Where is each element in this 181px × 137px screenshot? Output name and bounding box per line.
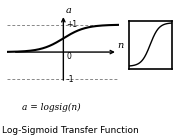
Text: n: n bbox=[118, 41, 124, 50]
Text: a: a bbox=[66, 6, 71, 15]
Text: +1: +1 bbox=[66, 20, 77, 29]
Text: a = logsig(n): a = logsig(n) bbox=[22, 102, 80, 112]
Text: Log-Sigmoid Transfer Function: Log-Sigmoid Transfer Function bbox=[2, 126, 139, 135]
Text: 0: 0 bbox=[66, 52, 71, 61]
Text: -1: -1 bbox=[66, 75, 74, 84]
